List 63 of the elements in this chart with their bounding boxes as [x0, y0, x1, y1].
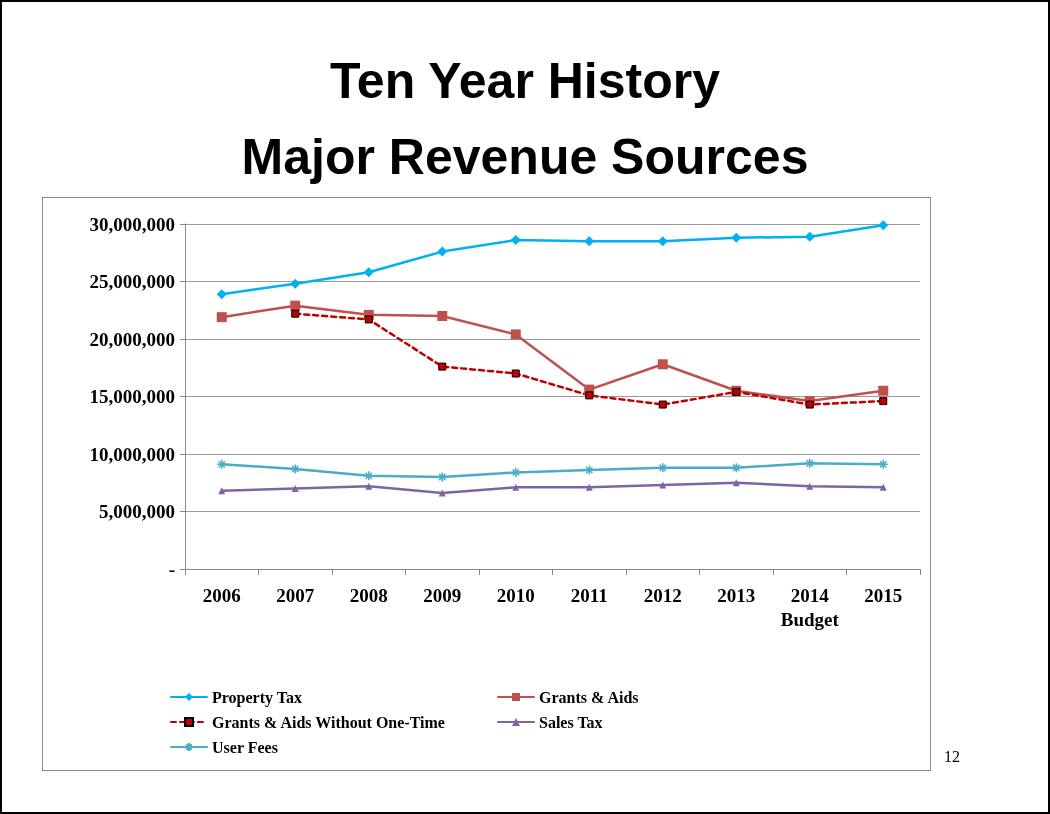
chart-title: Ten Year History Major Revenue Sources	[241, 53, 809, 185]
point	[510, 329, 521, 340]
point	[216, 459, 227, 470]
point	[804, 231, 815, 242]
text: 12	[944, 748, 960, 766]
point	[365, 482, 373, 490]
x-tick-label: 2008	[349, 584, 388, 606]
point	[584, 236, 595, 247]
point	[585, 483, 593, 491]
point	[804, 457, 815, 469]
point	[657, 236, 668, 247]
point	[364, 315, 373, 324]
point	[878, 385, 889, 396]
y-tick-label: 25,000,000	[89, 271, 175, 292]
y-tick-label: 20,000,000	[89, 328, 175, 350]
point	[510, 467, 521, 478]
x-tick-label: 2010	[496, 584, 535, 606]
x-tick-label: 2015	[864, 584, 903, 606]
y-tick-label: 30,000,000	[89, 213, 175, 235]
point	[731, 462, 742, 474]
point	[511, 369, 520, 378]
legend-label: Property Tax	[212, 688, 302, 707]
x-tick-label: 2014 Budget	[780, 584, 840, 630]
point	[216, 289, 227, 300]
point	[805, 400, 814, 409]
x-tick-label: 2009	[423, 584, 462, 606]
y-tick-label: 15,000,000	[89, 386, 175, 407]
point	[806, 482, 814, 490]
point	[657, 359, 668, 370]
point	[510, 235, 521, 246]
x-tick-label: 2007	[276, 584, 315, 606]
point	[290, 300, 301, 311]
point	[878, 459, 889, 470]
x-tick-label: 2012	[643, 584, 682, 606]
legend-label: Grants & Aids Without One-Time	[212, 713, 445, 731]
point	[585, 391, 594, 400]
x-tick-label: 2006	[202, 584, 241, 606]
point	[437, 311, 448, 321]
y-tick-label: -	[168, 558, 175, 580]
point	[659, 481, 667, 489]
point	[512, 483, 520, 491]
point	[878, 220, 889, 231]
x-tick-label: 2013	[717, 584, 756, 606]
x-tick-label: 2011	[570, 584, 608, 606]
point	[437, 246, 448, 257]
point	[879, 483, 887, 491]
legend-label: Grants & Aids	[539, 688, 639, 706]
point	[216, 312, 227, 323]
point	[731, 232, 742, 243]
point	[291, 309, 300, 318]
point	[363, 267, 374, 278]
y-tick-label: 10,000,000	[89, 443, 175, 465]
point	[291, 485, 299, 492]
point	[438, 489, 446, 497]
point	[363, 470, 374, 482]
point	[658, 400, 667, 409]
y-tick-label: 5,000,000	[99, 501, 175, 522]
point	[438, 362, 447, 371]
point	[879, 397, 888, 406]
point	[290, 278, 301, 289]
legend-label: User Fees	[212, 738, 278, 756]
point	[290, 463, 301, 475]
legend-label: Sales Tax	[539, 713, 603, 731]
